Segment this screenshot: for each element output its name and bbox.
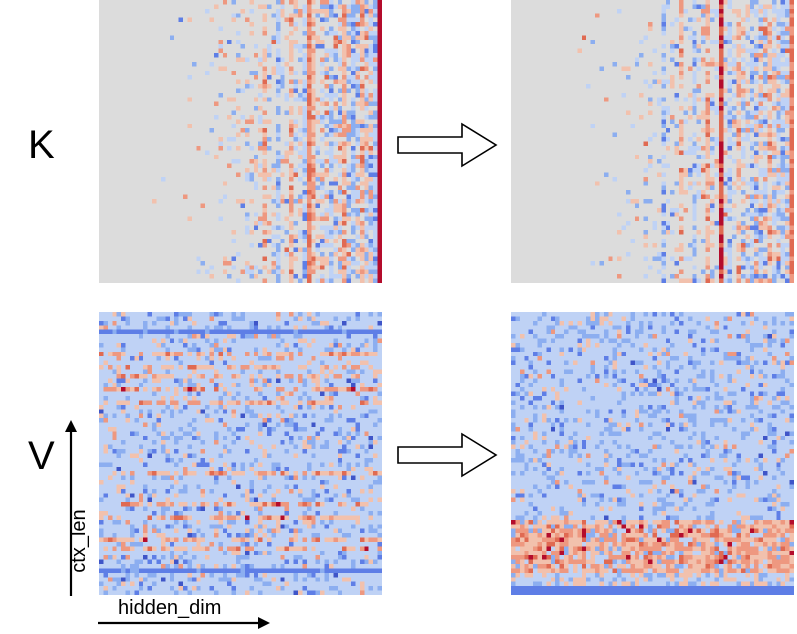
- x-axis-arrow-icon: [98, 617, 270, 629]
- v-row-label: V: [28, 434, 55, 478]
- k-row-label: K: [28, 123, 55, 167]
- k-after-heatmap: [511, 0, 794, 283]
- x-axis-label: hidden_dim: [118, 597, 222, 619]
- k-before-heatmap: [99, 0, 382, 283]
- k-transform-arrow-icon: [397, 122, 498, 168]
- y-axis-arrow-icon: [65, 420, 77, 596]
- v-after-heatmap: [511, 312, 794, 595]
- y-axis-label: ctx_len: [68, 509, 90, 573]
- v-before-heatmap: [99, 312, 382, 595]
- v-transform-arrow-icon: [397, 432, 498, 478]
